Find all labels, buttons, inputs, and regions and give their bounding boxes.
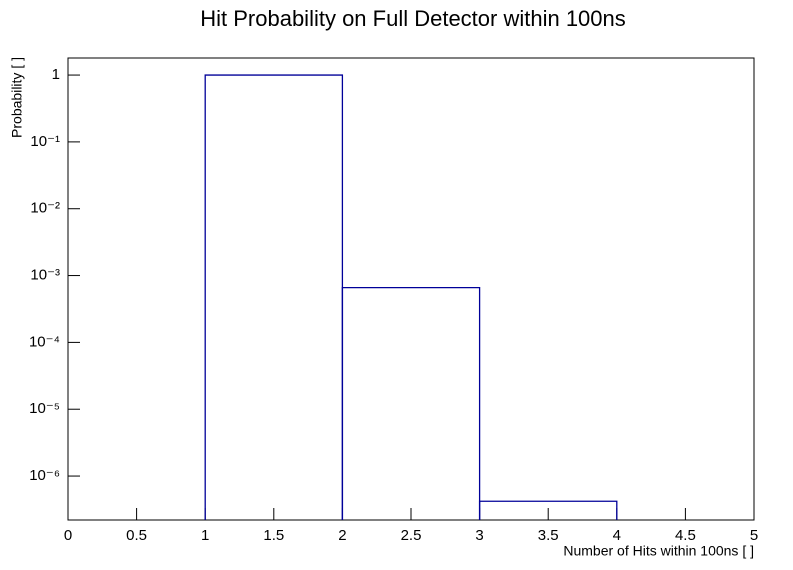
histogram-bin xyxy=(478,500,618,520)
histogram-bin xyxy=(341,286,481,520)
y-tick-label: 10⁻³ xyxy=(30,267,60,284)
chart-title: Hit Probability on Full Detector within … xyxy=(200,6,626,31)
y-tick-label: 10⁻¹ xyxy=(30,133,60,150)
x-tick-label: 0.5 xyxy=(126,527,147,544)
x-tick-label: 4.5 xyxy=(675,527,696,544)
x-tick-label: 1.5 xyxy=(263,527,284,544)
y-tick-label: 10⁻² xyxy=(30,200,60,217)
x-tick-label: 3 xyxy=(475,527,483,544)
y-axis-label: Probability [ ] xyxy=(9,57,25,138)
x-tick-label: 5 xyxy=(750,527,758,544)
y-tick-label: 10⁻⁶ xyxy=(29,467,60,484)
x-tick-label: 3.5 xyxy=(538,527,559,544)
y-tick-label: 10⁻⁵ xyxy=(29,400,60,417)
x-axis-label: Number of Hits within 100ns [ ] xyxy=(563,543,754,559)
y-tick-label: 10⁻⁴ xyxy=(29,333,60,350)
x-tick-label: 1 xyxy=(201,527,209,544)
x-tick-label: 0 xyxy=(64,527,72,544)
x-tick-label: 2 xyxy=(338,527,346,544)
x-tick-label: 4 xyxy=(613,527,621,544)
y-tick-label: 1 xyxy=(52,66,60,83)
x-tick-label: 2.5 xyxy=(401,527,422,544)
